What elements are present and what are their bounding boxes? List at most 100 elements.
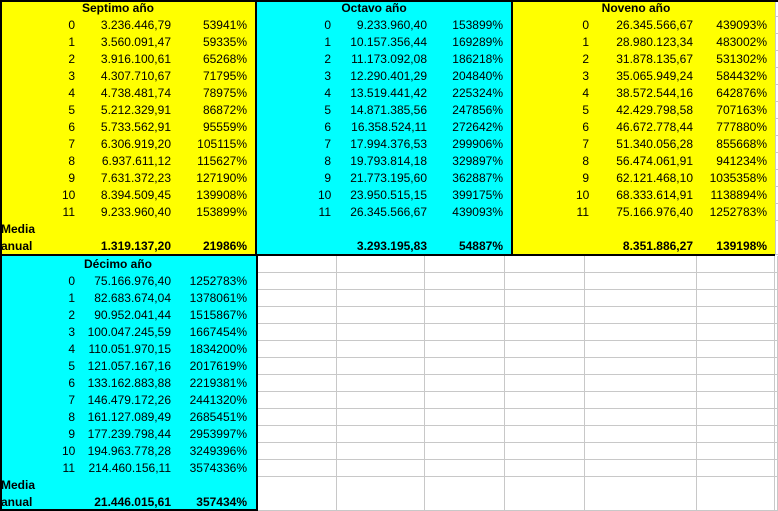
percent-cell[interactable]: 127190% — [196, 171, 247, 185]
empty-cell[interactable] — [337, 375, 425, 392]
empty-cell[interactable] — [505, 392, 585, 409]
percent-cell[interactable]: 1834200% — [189, 342, 247, 356]
row-index-cell[interactable]: 10 — [576, 188, 590, 202]
empty-cell[interactable] — [256, 68, 318, 85]
empty-cell[interactable] — [337, 409, 425, 426]
media-label-line1[interactable]: Media — [1, 478, 36, 492]
value-cell[interactable]: 214.460.156,11 — [88, 461, 171, 475]
empty-cell[interactable] — [512, 221, 576, 238]
empty-cell[interactable] — [337, 273, 425, 290]
percent-cell[interactable]: 531302% — [716, 52, 767, 66]
empty-cell[interactable] — [0, 51, 62, 68]
section-title[interactable]: Noveno año — [601, 1, 671, 15]
value-cell[interactable]: 3.916.100,61 — [100, 52, 171, 66]
empty-cell[interactable] — [0, 392, 62, 409]
row-index-cell[interactable]: 5 — [68, 103, 75, 117]
empty-cell[interactable] — [425, 324, 505, 341]
percent-cell[interactable]: 71795% — [202, 69, 247, 83]
empty-cell[interactable] — [505, 273, 585, 290]
empty-cell[interactable] — [0, 341, 62, 358]
row-index-cell[interactable]: 6 — [582, 120, 589, 134]
value-cell[interactable]: 177.239.798,44 — [87, 427, 171, 441]
section-title[interactable]: Octavo año — [341, 1, 407, 15]
empty-cell[interactable] — [256, 17, 318, 34]
row-index-cell[interactable]: 5 — [582, 103, 589, 117]
percent-cell[interactable]: 95559% — [202, 120, 247, 134]
value-cell[interactable]: 121.057.167,16 — [87, 359, 171, 373]
empty-cell[interactable] — [337, 290, 425, 307]
empty-cell[interactable] — [776, 0, 778, 17]
empty-cell[interactable] — [0, 426, 62, 443]
value-cell[interactable]: 26.345.566,67 — [616, 18, 693, 32]
empty-cell[interactable] — [505, 426, 585, 443]
percent-cell[interactable]: 642876% — [716, 86, 767, 100]
media-label-line2[interactable]: anual — [1, 239, 33, 253]
percent-cell[interactable]: 1667454% — [189, 325, 247, 339]
empty-cell[interactable] — [0, 153, 62, 170]
row-index-cell[interactable]: 1 — [68, 291, 75, 305]
media-percent-cell[interactable]: 139198% — [716, 239, 767, 253]
row-index-cell[interactable]: 0 — [324, 18, 331, 32]
percent-cell[interactable]: 855668% — [716, 137, 767, 151]
row-index-cell[interactable]: 0 — [68, 274, 75, 288]
empty-cell[interactable] — [0, 102, 62, 119]
percent-cell[interactable]: 399175% — [452, 188, 503, 202]
percent-cell[interactable]: 1138894% — [710, 188, 768, 202]
empty-cell[interactable] — [0, 324, 62, 341]
empty-cell[interactable] — [256, 375, 337, 392]
empty-cell[interactable] — [256, 204, 318, 221]
empty-cell[interactable] — [505, 477, 585, 511]
value-cell[interactable]: 82.683.674,04 — [94, 291, 171, 305]
value-cell[interactable]: 3.560.091,47 — [100, 35, 171, 49]
empty-cell[interactable] — [585, 409, 697, 426]
value-cell[interactable]: 35.065.949,24 — [616, 69, 693, 83]
row-index-cell[interactable]: 2 — [68, 52, 75, 66]
row-index-cell[interactable]: 1 — [582, 35, 589, 49]
value-cell[interactable]: 11.173.092,08 — [351, 52, 427, 66]
empty-cell[interactable] — [512, 68, 576, 85]
percent-cell[interactable]: 1035358% — [709, 171, 767, 185]
value-cell[interactable]: 9.233.960,40 — [356, 18, 427, 32]
percent-cell[interactable]: 78975% — [202, 86, 247, 100]
empty-cell[interactable] — [585, 290, 697, 307]
row-index-cell[interactable]: 7 — [324, 137, 331, 151]
row-index-cell[interactable]: 11 — [318, 205, 331, 219]
empty-cell[interactable] — [512, 187, 576, 204]
empty-cell[interactable] — [776, 187, 778, 204]
row-index-cell[interactable]: 0 — [68, 18, 75, 32]
empty-cell[interactable] — [425, 375, 505, 392]
row-index-cell[interactable]: 8 — [68, 154, 75, 168]
value-cell[interactable]: 8.394.509,45 — [100, 188, 171, 202]
row-index-cell[interactable]: 4 — [68, 342, 75, 356]
empty-cell[interactable] — [256, 238, 318, 255]
empty-cell[interactable] — [697, 358, 775, 375]
empty-cell[interactable] — [256, 119, 318, 136]
empty-cell[interactable] — [505, 307, 585, 324]
empty-cell[interactable] — [256, 51, 318, 68]
empty-cell[interactable] — [585, 460, 697, 477]
empty-cell[interactable] — [425, 358, 505, 375]
percent-cell[interactable]: 186218% — [452, 52, 503, 66]
value-cell[interactable]: 17.994.376,53 — [350, 137, 427, 151]
empty-cell[interactable] — [697, 392, 775, 409]
value-cell[interactable]: 75.166.976,40 — [616, 205, 693, 219]
value-cell[interactable]: 12.290.401,29 — [350, 69, 427, 83]
percent-cell[interactable]: 153899% — [196, 205, 247, 219]
media-value-cell[interactable]: 21.446.015,61 — [94, 495, 171, 509]
empty-cell[interactable] — [0, 17, 62, 34]
empty-cell[interactable] — [776, 34, 778, 51]
empty-cell[interactable] — [0, 409, 62, 426]
row-index-cell[interactable]: 10 — [318, 188, 332, 202]
percent-cell[interactable]: 59335% — [202, 35, 247, 49]
row-index-cell[interactable]: 0 — [582, 18, 589, 32]
percent-cell[interactable]: 362887% — [452, 171, 503, 185]
empty-cell[interactable] — [505, 358, 585, 375]
row-index-cell[interactable]: 8 — [68, 410, 75, 424]
empty-cell[interactable] — [512, 119, 576, 136]
percent-cell[interactable]: 247856% — [452, 103, 503, 117]
empty-cell[interactable] — [697, 307, 775, 324]
empty-cell[interactable] — [337, 341, 425, 358]
row-index-cell[interactable]: 6 — [324, 120, 331, 134]
percent-cell[interactable]: 204840% — [452, 69, 503, 83]
percent-cell[interactable]: 777880% — [716, 120, 767, 134]
